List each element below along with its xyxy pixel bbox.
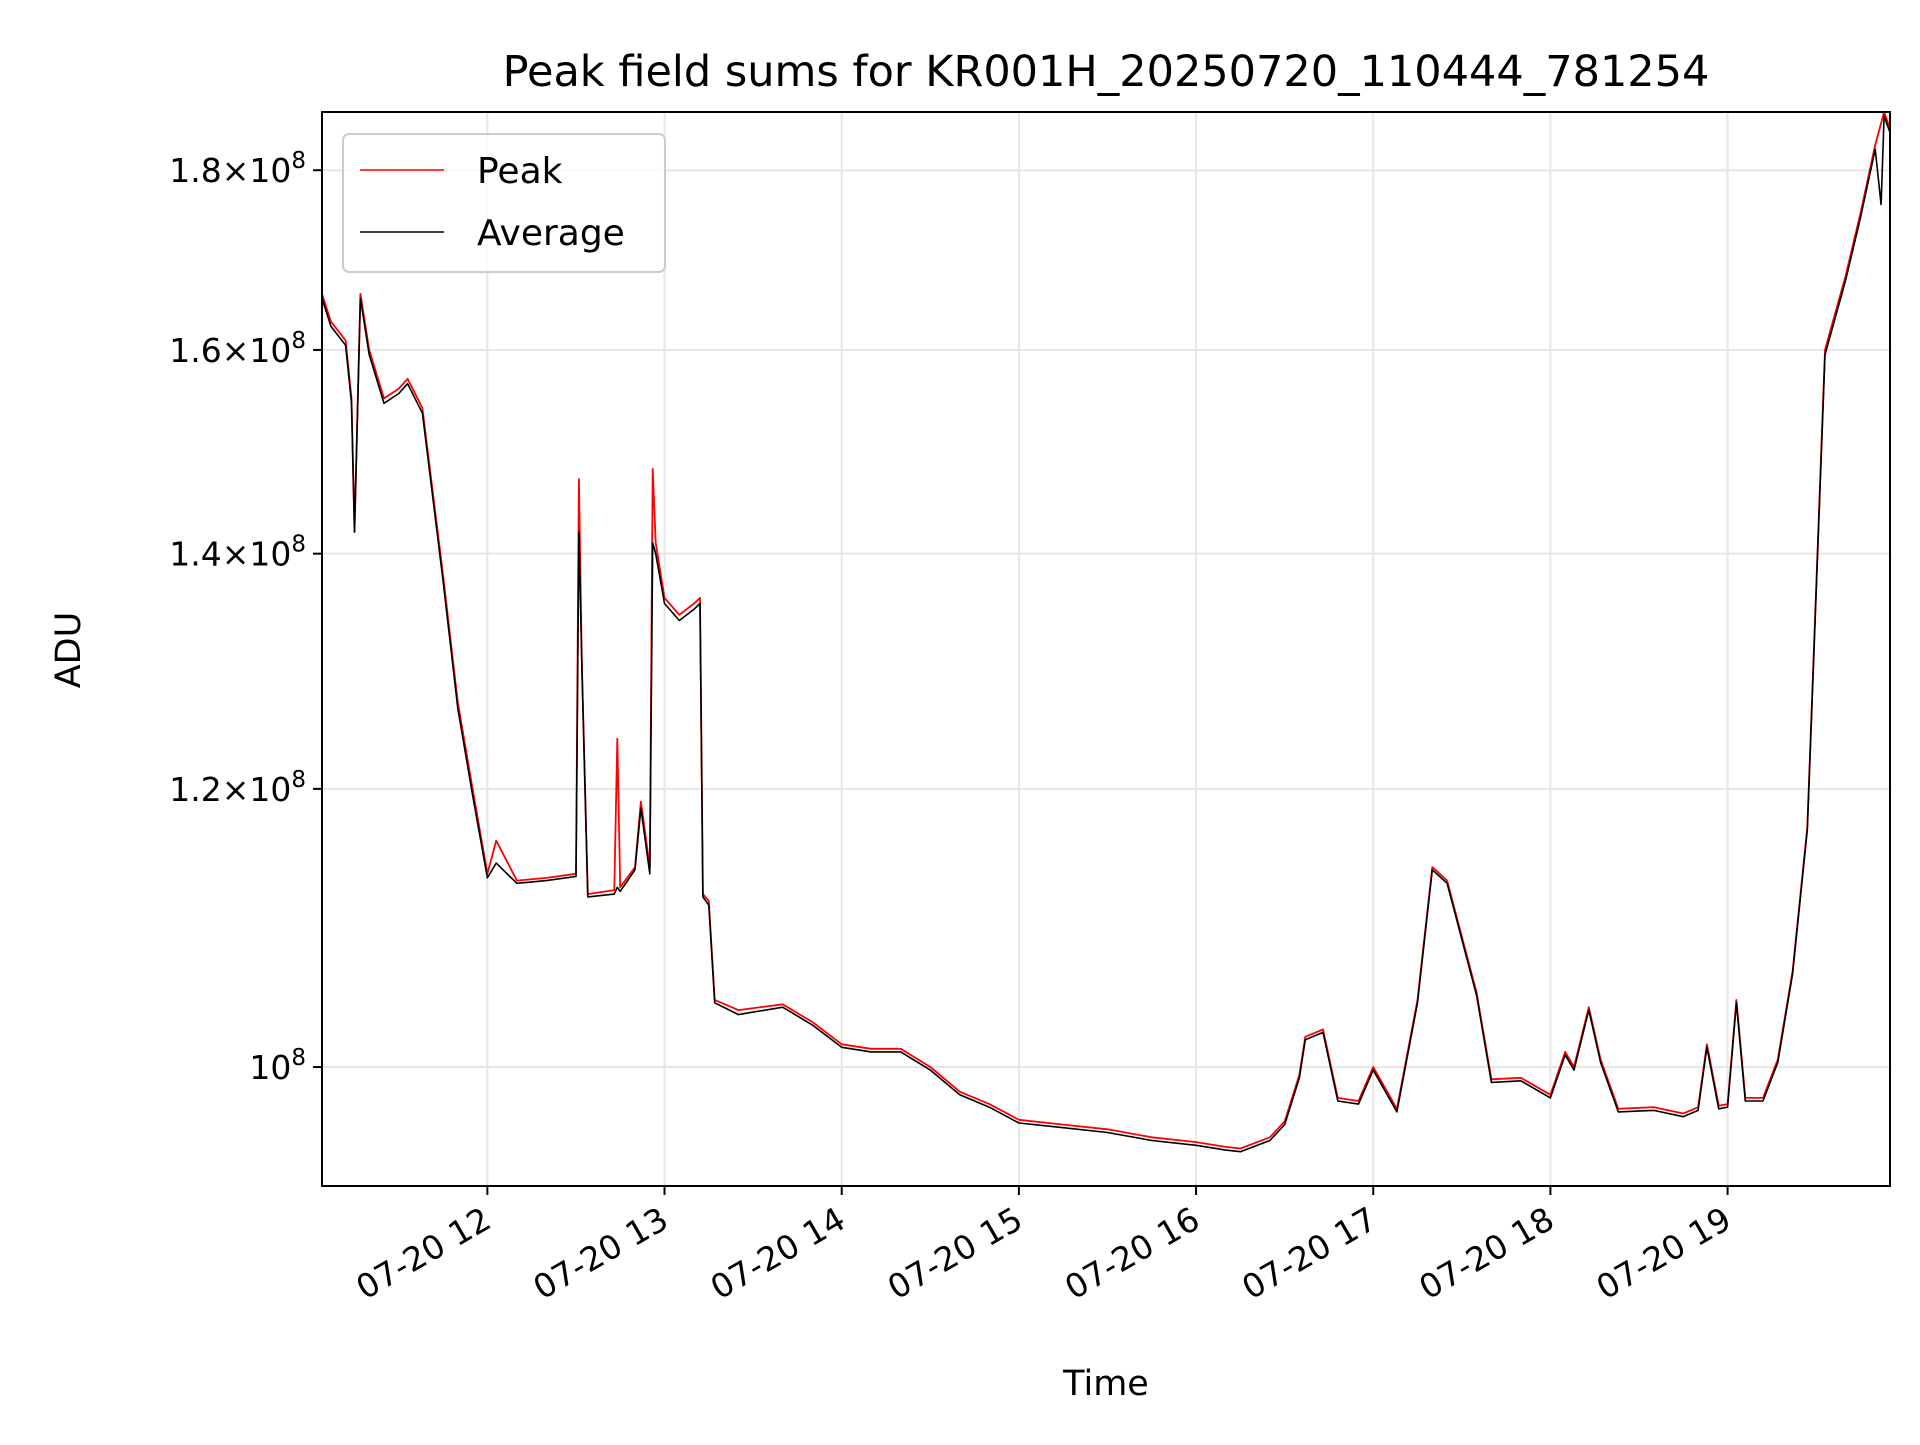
series-line-average (321, 115, 1891, 1153)
y-tick-label: 1.6×108 (169, 328, 306, 370)
grid-layer (322, 112, 1890, 1186)
legend-box (342, 133, 666, 273)
x-tick-label: 07-20 18 (1412, 1199, 1560, 1307)
x-axis-label: Time (1062, 1364, 1149, 1404)
x-tick-label: 07-20 14 (704, 1199, 852, 1307)
y-tick-label: 1.2×108 (169, 767, 306, 809)
y-axis-label: ADU (49, 612, 89, 689)
x-tick-label: 07-20 13 (527, 1199, 675, 1307)
y-tick-label: 1.8×108 (169, 148, 306, 190)
plot-area-frame (321, 111, 1891, 1187)
x-tick-label: 07-20 16 (1058, 1199, 1206, 1307)
x-tick-label: 07-20 19 (1590, 1199, 1738, 1307)
series-line-peak (321, 111, 1891, 1150)
series-layer (321, 111, 1891, 1153)
y-tick-label: 1.4×108 (169, 532, 306, 574)
x-tick-label: 07-20 12 (349, 1199, 497, 1307)
tick-layer: 07-20 12 07-20 13 07-20 14 07-20 15 07-20 16… (169, 148, 1737, 1307)
legend: Peak Average (342, 133, 666, 273)
x-tick-label: 07-20 17 (1235, 1199, 1383, 1307)
x-tick-label: 07-20 15 (881, 1199, 1029, 1307)
legend-label-peak: Peak (477, 151, 563, 192)
chart-title: Peak field sums for KR001H_20250720_1104… (503, 47, 1710, 97)
legend-label-average: Average (477, 213, 625, 254)
y-tick-label: 108 (249, 1045, 306, 1087)
